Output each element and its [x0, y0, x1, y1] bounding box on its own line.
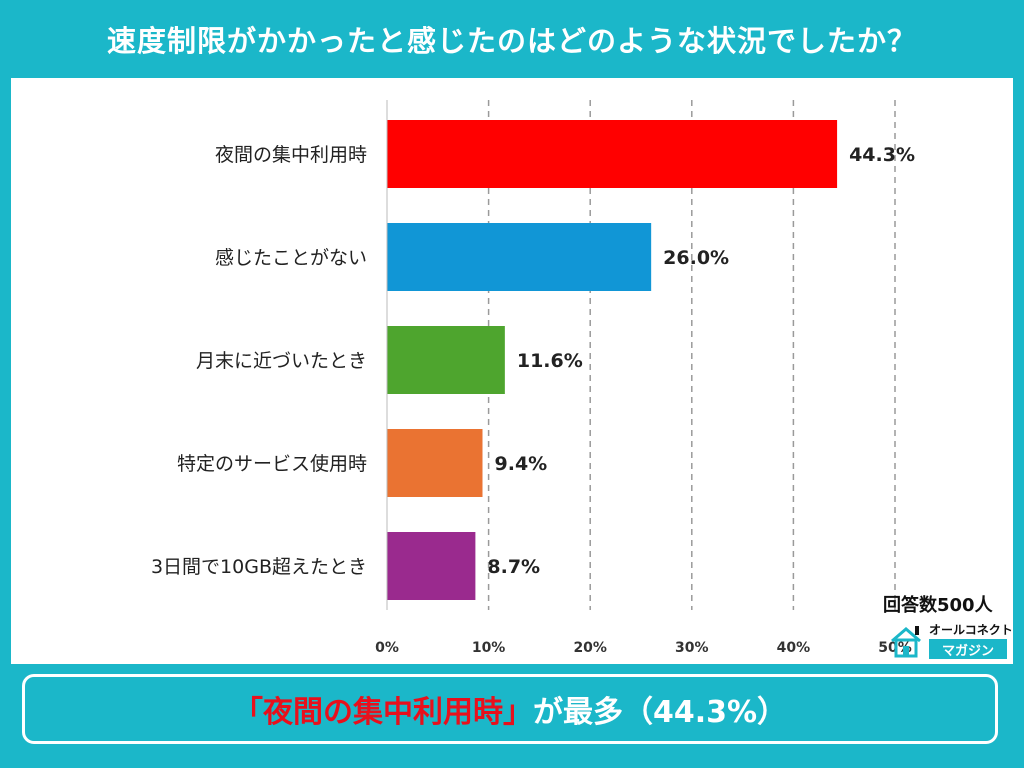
brand-logo: オールコネクト マガジン — [889, 621, 1013, 663]
bar — [387, 223, 652, 291]
summary-text: が最多（44.3%） — [532, 695, 788, 730]
data-label: 11.6% — [517, 350, 583, 372]
logo-name-bottom: マガジン — [929, 639, 1007, 659]
chart-title: 速度制限がかかったと感じたのはどのような状況でしたか？ — [106, 24, 917, 58]
x-tick-label: 0% — [375, 640, 399, 656]
logo-name-top: オールコネクト — [929, 623, 1013, 637]
bar — [387, 326, 505, 394]
x-tick-label: 10% — [472, 640, 506, 656]
bar-chart: 0% 10% 20% 30% 40% 50%夜間の集中利用時 44.3%感じたことがない 26… — [151, 100, 915, 656]
summary-banner: 「夜間の集中利用時」が最多（44.3%） — [22, 674, 998, 744]
category-label: 3日間で10GB超えたとき — [151, 556, 367, 578]
respondent-count: 回答数500人 — [883, 595, 993, 616]
data-label: 8.7% — [487, 556, 540, 578]
category-label: 特定のサービス使用時 — [177, 453, 367, 475]
x-tick-label: 30% — [675, 640, 709, 656]
summary-highlight: 「夜間の集中利用時」 — [232, 695, 533, 730]
data-label: 9.4% — [495, 453, 548, 475]
bar — [387, 532, 476, 600]
data-label: 44.3% — [849, 144, 915, 166]
category-label: 月末に近づいたとき — [196, 350, 367, 372]
bar — [387, 120, 838, 188]
data-label: 26.0% — [663, 247, 729, 269]
x-tick-label: 40% — [777, 640, 811, 656]
category-label: 感じたことがない — [215, 247, 367, 269]
x-tick-label: 20% — [573, 640, 607, 656]
bar — [387, 429, 483, 497]
chart-panel: 0% 10% 20% 30% 40% 50% 夜間の集中利用時 44.3% 感じたことがない 26… — [11, 78, 1013, 664]
house-logo-icon — [891, 626, 921, 658]
category-label: 夜間の集中利用時 — [215, 144, 367, 166]
